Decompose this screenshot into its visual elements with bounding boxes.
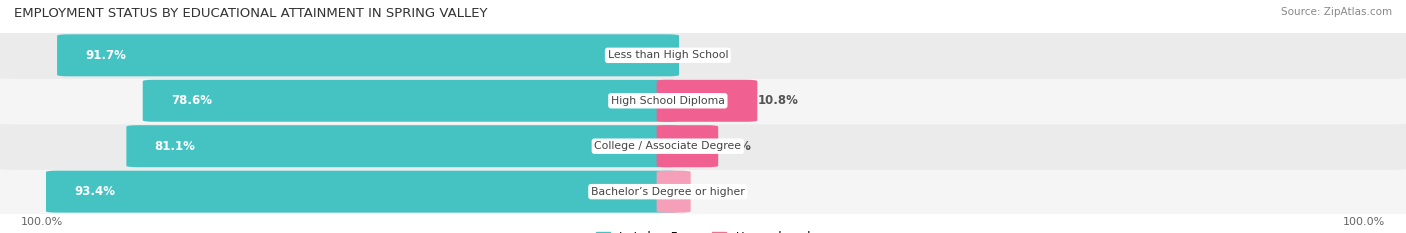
FancyBboxPatch shape (0, 168, 1406, 215)
Text: High School Diploma: High School Diploma (612, 96, 724, 106)
Text: Less than High School: Less than High School (607, 50, 728, 60)
Text: 91.7%: 91.7% (86, 49, 127, 62)
Text: EMPLOYMENT STATUS BY EDUCATIONAL ATTAINMENT IN SPRING VALLEY: EMPLOYMENT STATUS BY EDUCATIONAL ATTAINM… (14, 7, 488, 20)
Text: 0.0%: 0.0% (679, 49, 711, 62)
FancyBboxPatch shape (46, 171, 679, 213)
Text: 93.4%: 93.4% (75, 185, 115, 198)
Text: 10.8%: 10.8% (758, 94, 799, 107)
FancyBboxPatch shape (0, 123, 1406, 170)
Text: 1.6%: 1.6% (690, 185, 724, 198)
Text: College / Associate Degree: College / Associate Degree (595, 141, 741, 151)
FancyBboxPatch shape (58, 34, 679, 76)
Text: 100.0%: 100.0% (1343, 217, 1385, 227)
Text: 78.6%: 78.6% (172, 94, 212, 107)
FancyBboxPatch shape (0, 32, 1406, 79)
FancyBboxPatch shape (657, 80, 758, 122)
FancyBboxPatch shape (657, 125, 718, 167)
FancyBboxPatch shape (143, 80, 679, 122)
FancyBboxPatch shape (127, 125, 679, 167)
Legend: In Labor Force, Unemployed: In Labor Force, Unemployed (591, 226, 815, 233)
FancyBboxPatch shape (0, 77, 1406, 124)
Text: Source: ZipAtlas.com: Source: ZipAtlas.com (1281, 7, 1392, 17)
Text: 81.1%: 81.1% (155, 140, 195, 153)
Text: 5.4%: 5.4% (718, 140, 751, 153)
FancyBboxPatch shape (657, 171, 690, 213)
Text: Bachelor’s Degree or higher: Bachelor’s Degree or higher (591, 187, 745, 197)
Text: 100.0%: 100.0% (21, 217, 63, 227)
